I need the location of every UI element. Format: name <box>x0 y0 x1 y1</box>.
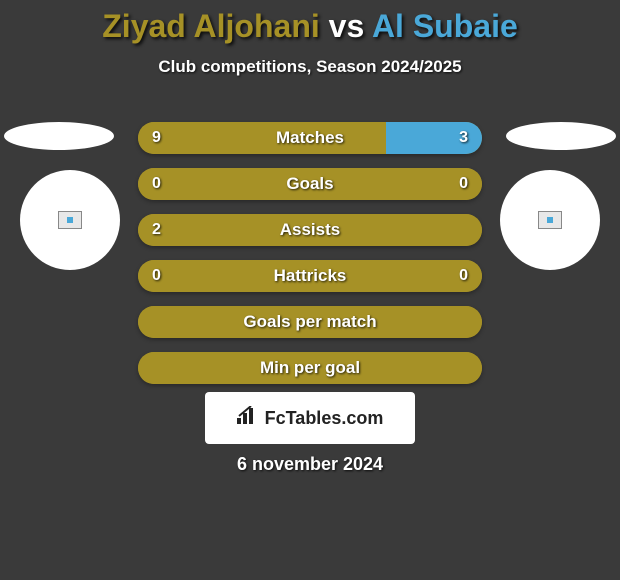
stat-value-left: 0 <box>152 175 161 193</box>
fctables-logo: FcTables.com <box>205 392 415 444</box>
logo-icon <box>237 406 259 430</box>
stat-value-left: 2 <box>152 221 161 239</box>
stat-value-right: 0 <box>459 175 468 193</box>
title-vs: vs <box>320 8 372 44</box>
stat-row: Min per goal <box>138 352 482 384</box>
flag-icon <box>58 211 82 229</box>
stat-row: Goals per match <box>138 306 482 338</box>
stat-value-right: 3 <box>459 129 468 147</box>
player-circle-left <box>20 170 120 270</box>
flag-icon <box>538 211 562 229</box>
stat-row: Goals0 0 <box>138 168 482 200</box>
title-player1: Ziyad Aljohani <box>102 8 320 44</box>
stat-value-left: 9 <box>152 129 161 147</box>
date-label: 6 november 2024 <box>0 454 620 475</box>
player-circle-right <box>500 170 600 270</box>
team-ellipse-right <box>506 122 616 150</box>
stat-label: Hattricks <box>138 266 482 286</box>
stat-label: Assists <box>138 220 482 240</box>
stat-value-right: 0 <box>459 267 468 285</box>
title-player2: Al Subaie <box>372 8 518 44</box>
stat-row: Hattricks0 0 <box>138 260 482 292</box>
comparison-bars: Matches93Goals00Assists2Hattricks00Goals… <box>138 122 482 398</box>
page-title: Ziyad Aljohani vs Al Subaie <box>0 0 620 45</box>
stat-row: Matches9 3 <box>138 122 482 154</box>
team-ellipse-left <box>4 122 114 150</box>
stat-label: Matches <box>138 128 482 148</box>
stat-label: Min per goal <box>138 358 482 378</box>
stat-label: Goals <box>138 174 482 194</box>
logo-text: FcTables.com <box>265 408 384 429</box>
subtitle: Club competitions, Season 2024/2025 <box>0 57 620 77</box>
stat-value-left: 0 <box>152 267 161 285</box>
stat-label: Goals per match <box>138 312 482 332</box>
stat-row: Assists2 <box>138 214 482 246</box>
